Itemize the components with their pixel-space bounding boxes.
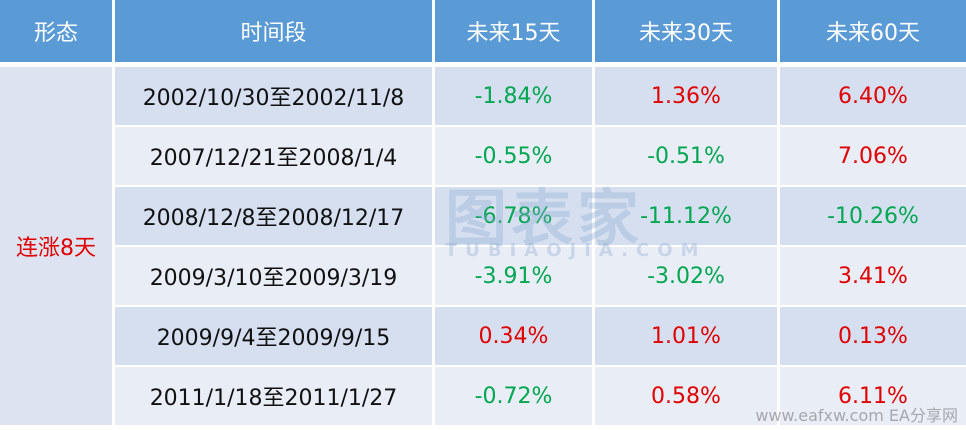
table-body: 连涨8天 2002/10/30至2002/11/8 -1.84% 1.36% 6.40… — [0, 67, 966, 425]
return-cell: 0.13% — [780, 307, 966, 365]
return-cell: -10.26% — [780, 187, 966, 245]
period-cell: 2011/1/18至2011/1/27 — [115, 367, 432, 425]
period-cell: 2009/9/4至2009/9/15 — [115, 307, 432, 365]
return-cell: 0.34% — [435, 307, 592, 365]
return-cell: 6.11% — [780, 367, 966, 425]
return-cell: 0.58% — [595, 367, 777, 425]
return-cell: 1.36% — [595, 67, 777, 125]
period-cell: 2002/10/30至2002/11/8 — [115, 67, 432, 125]
header-cell: 未来60天 — [780, 0, 966, 62]
return-cell: -3.91% — [435, 247, 592, 305]
return-cell: -1.84% — [435, 67, 592, 125]
return-cell: -0.72% — [435, 367, 592, 425]
table-header: 形态 时间段 未来15天 未来30天 未来60天 — [0, 0, 966, 62]
return-cell: -11.12% — [595, 187, 777, 245]
return-cell: 1.01% — [595, 307, 777, 365]
return-cell: -0.51% — [595, 127, 777, 185]
header-cell: 未来30天 — [595, 0, 777, 62]
return-cell: -0.55% — [435, 127, 592, 185]
return-cell: -6.78% — [435, 187, 592, 245]
pattern-cell: 连涨8天 — [0, 67, 112, 425]
return-cell: 7.06% — [780, 127, 966, 185]
header-cell: 形态 — [0, 0, 112, 62]
return-cell: -3.02% — [595, 247, 777, 305]
header-cell: 时间段 — [115, 0, 432, 62]
period-cell: 2009/3/10至2009/3/19 — [115, 247, 432, 305]
return-cell: 6.40% — [780, 67, 966, 125]
period-cell: 2007/12/21至2008/1/4 — [115, 127, 432, 185]
period-cell: 2008/12/8至2008/12/17 — [115, 187, 432, 245]
return-cell: 3.41% — [780, 247, 966, 305]
header-cell: 未来15天 — [435, 0, 592, 62]
